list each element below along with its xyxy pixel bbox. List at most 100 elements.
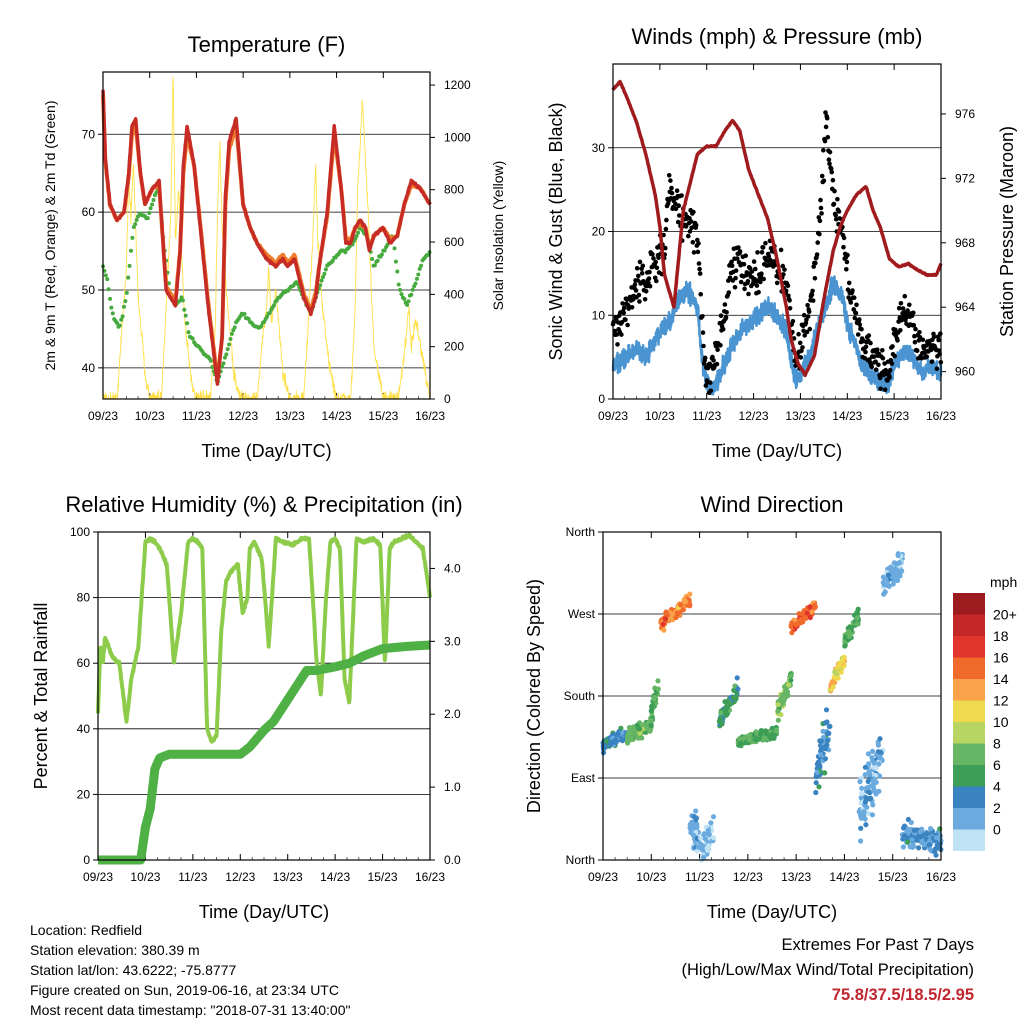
dewpoint-point bbox=[103, 273, 108, 278]
direction-point bbox=[858, 838, 864, 844]
y-tick-label: 80 bbox=[77, 591, 91, 605]
direction-point bbox=[629, 729, 635, 735]
direction-point bbox=[648, 717, 654, 724]
gust-point bbox=[763, 240, 768, 246]
direction-point bbox=[871, 780, 877, 786]
dewpoint-point bbox=[392, 246, 397, 251]
legend-title: mph bbox=[990, 574, 1017, 590]
direction-point bbox=[691, 814, 697, 820]
direction-point bbox=[793, 622, 799, 628]
direction-point bbox=[660, 621, 666, 627]
gust-point bbox=[621, 310, 626, 316]
gust-point bbox=[898, 301, 904, 306]
x-tick-label: 12/23 bbox=[225, 870, 255, 884]
gust-point bbox=[691, 250, 697, 255]
y2-tick-label: 964 bbox=[955, 300, 975, 314]
gust-point bbox=[663, 226, 669, 232]
dewpoint-point bbox=[272, 303, 276, 308]
dewpoint-point bbox=[222, 355, 227, 360]
dewpoint-point bbox=[109, 305, 114, 310]
direction-point bbox=[681, 597, 687, 603]
x-tick-label: 15/23 bbox=[368, 409, 398, 423]
direction-point bbox=[847, 624, 853, 631]
gust-point bbox=[640, 263, 646, 269]
direction-point bbox=[859, 785, 865, 791]
gust-point bbox=[887, 375, 892, 380]
gust-point bbox=[636, 273, 641, 279]
direction-point bbox=[866, 761, 872, 767]
gust-point bbox=[687, 229, 693, 234]
x-tick-label: 16/23 bbox=[415, 409, 445, 423]
direction-point bbox=[741, 736, 747, 742]
gust-point bbox=[914, 348, 920, 354]
y2-tick-label: 800 bbox=[444, 183, 464, 197]
direction-point bbox=[814, 769, 820, 775]
dewpoint-point bbox=[115, 321, 119, 325]
plot-frame bbox=[102, 71, 431, 400]
x-axis-label: Time (Day/UTC) bbox=[201, 441, 331, 461]
direction-point bbox=[869, 812, 876, 818]
gust-point bbox=[882, 361, 887, 366]
gust-point bbox=[686, 233, 691, 239]
direction-point bbox=[757, 731, 764, 737]
x-axis-label: Time (Day/UTC) bbox=[199, 902, 329, 922]
gust-point bbox=[697, 266, 702, 272]
y2-tick-label: 1000 bbox=[444, 130, 471, 144]
direction-point bbox=[886, 583, 892, 589]
gust-point bbox=[854, 302, 859, 308]
gust-point bbox=[900, 306, 906, 311]
gust-point bbox=[643, 289, 649, 294]
direction-point bbox=[854, 610, 861, 616]
y-tick-label: 50 bbox=[82, 283, 96, 297]
y-tick-label: 20 bbox=[592, 225, 606, 239]
gust-point bbox=[787, 306, 793, 311]
direction-point bbox=[694, 824, 700, 831]
direction-point bbox=[822, 720, 829, 726]
direction-point bbox=[842, 643, 848, 649]
y-tick-label: North bbox=[566, 853, 595, 867]
direction-point bbox=[723, 708, 729, 714]
gust-point bbox=[810, 298, 816, 303]
y2-tick-label: 0 bbox=[444, 392, 451, 406]
y-tick-label: 0 bbox=[83, 853, 90, 867]
gust-point bbox=[912, 339, 918, 345]
dewpoint-point bbox=[220, 364, 225, 369]
gust-point bbox=[711, 358, 716, 363]
gust-point bbox=[724, 310, 729, 315]
gust-point bbox=[738, 279, 744, 285]
y2-tick-label: 1.0 bbox=[444, 780, 461, 794]
direction-point bbox=[702, 836, 709, 842]
direction-point bbox=[881, 591, 887, 597]
y-tick-label: 60 bbox=[82, 205, 96, 219]
direction-point bbox=[865, 810, 872, 816]
direction-point bbox=[818, 752, 824, 758]
direction-point bbox=[877, 755, 884, 761]
legend-swatch bbox=[953, 614, 985, 636]
gust-point bbox=[877, 375, 883, 381]
dewpoint-point bbox=[382, 248, 387, 253]
gust-point bbox=[786, 293, 791, 299]
gust-point bbox=[853, 311, 859, 316]
gust-point bbox=[920, 337, 926, 343]
direction-point bbox=[629, 734, 635, 740]
gust-point bbox=[911, 322, 917, 328]
gust-point bbox=[749, 269, 755, 274]
direction-point bbox=[885, 572, 891, 578]
direction-point bbox=[674, 610, 680, 616]
direction-point bbox=[778, 712, 784, 718]
dewpoint-point bbox=[148, 206, 153, 211]
direction-point bbox=[877, 736, 883, 742]
gust-point bbox=[714, 361, 720, 367]
direction-point bbox=[735, 686, 741, 692]
y2-tick-label: 972 bbox=[955, 171, 975, 185]
dewpoint-point bbox=[419, 263, 424, 268]
direction-point bbox=[637, 726, 643, 732]
dewpoint-point bbox=[246, 317, 251, 321]
direction-point bbox=[869, 755, 875, 761]
direction-point bbox=[932, 848, 938, 854]
x-tick-label: 11/23 bbox=[182, 409, 211, 423]
gust-point bbox=[895, 338, 900, 343]
gust-point bbox=[663, 245, 668, 251]
direction-point bbox=[727, 701, 733, 708]
relative-humidity-line bbox=[96, 532, 432, 744]
